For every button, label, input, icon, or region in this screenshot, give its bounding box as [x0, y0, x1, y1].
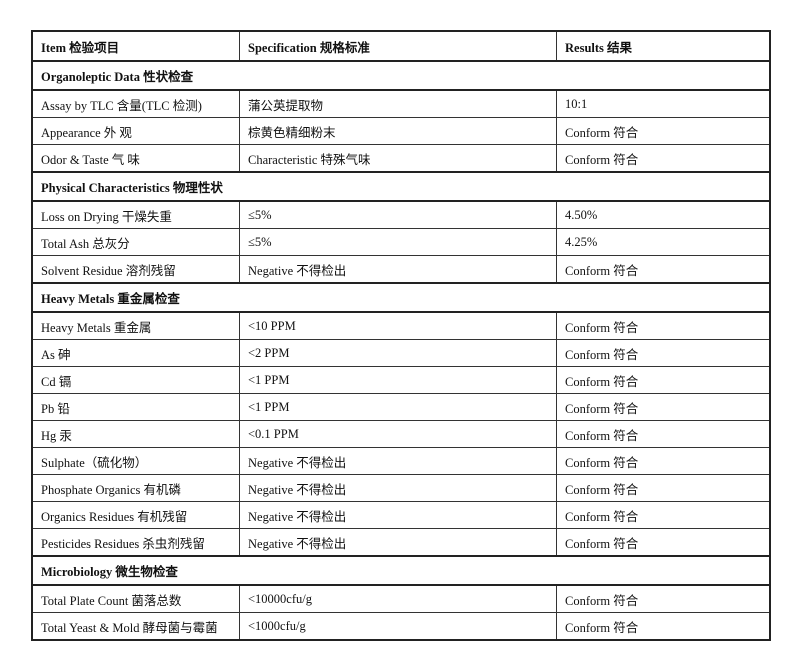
spec-cell: Negative 不得检出 — [239, 255, 557, 284]
result-cell: Conform 符合 — [556, 474, 771, 502]
spec-cell: <1 PPM — [239, 366, 557, 394]
result-cell: Conform 符合 — [556, 528, 771, 557]
header-item: Item 检验项目 — [31, 30, 240, 62]
table-row: Assay by TLC 含量(TLC 检测) 蒲公英提取物 10:1 — [31, 89, 771, 118]
spec-cell: Negative 不得检出 — [239, 474, 557, 502]
result-cell: 4.50% — [556, 200, 771, 229]
section-title: Organoleptic Data 性状检查 — [31, 60, 771, 91]
spec-cell: Negative 不得检出 — [239, 501, 557, 529]
item-cell: Organics Residues 有机残留 — [31, 501, 240, 529]
table-row: Organics Residues 有机残留 Negative 不得检出 Confo… — [31, 501, 771, 529]
table-row: Odor & Taste 气 味 Characteristic 特殊气味 Confo… — [31, 144, 771, 173]
item-cell: Pb 铅 — [31, 393, 240, 421]
item-cell: Hg 汞 — [31, 420, 240, 448]
spec-cell: <10 PPM — [239, 311, 557, 340]
section-header-row: Microbiology 微生物检查 — [31, 555, 771, 586]
item-cell: Total Ash 总灰分 — [31, 228, 240, 256]
header-results: Results 结果 — [556, 30, 771, 62]
item-cell: As 砷 — [31, 339, 240, 367]
result-cell: Conform 符合 — [556, 501, 771, 529]
table-row: Heavy Metals 重金属 <10 PPM Conform 符合 — [31, 311, 771, 340]
item-cell: Cd 镉 — [31, 366, 240, 394]
spec-cell: ≤5% — [239, 228, 557, 256]
result-cell: Conform 符合 — [556, 584, 771, 613]
header-specification: Specification 规格标准 — [239, 30, 557, 62]
item-cell: Odor & Taste 气 味 — [31, 144, 240, 173]
table-row: Solvent Residue 溶剂残留 Negative 不得检出 Conform… — [31, 255, 771, 284]
item-cell: Assay by TLC 含量(TLC 检测) — [31, 89, 240, 118]
result-cell: Conform 符合 — [556, 117, 771, 145]
item-cell: Sulphate（硫化物） — [31, 447, 240, 475]
table-row: Hg 汞 <0.1 PPM Conform 符合 — [31, 420, 771, 448]
result-cell: 4.25% — [556, 228, 771, 256]
table-row: Loss on Drying 干燥失重 ≤5% 4.50% — [31, 200, 771, 229]
result-cell: Conform 符合 — [556, 339, 771, 367]
item-cell: Loss on Drying 干燥失重 — [31, 200, 240, 229]
item-cell: Heavy Metals 重金属 — [31, 311, 240, 340]
spec-cell: Characteristic 特殊气味 — [239, 144, 557, 173]
table-row: Pb 铅 <1 PPM Conform 符合 — [31, 393, 771, 421]
table-row: Pesticides Residues 杀虫剂残留 Negative 不得检出 Co… — [31, 528, 771, 557]
table-row: As 砷 <2 PPM Conform 符合 — [31, 339, 771, 367]
section-header-row: Physical Characteristics 物理性状 — [31, 171, 771, 202]
table-row: Phosphate Organics 有机磷 Negative 不得检出 Confo… — [31, 474, 771, 502]
result-cell: Conform 符合 — [556, 393, 771, 421]
section-title: Microbiology 微生物检查 — [31, 555, 771, 586]
item-cell: Phosphate Organics 有机磷 — [31, 474, 240, 502]
result-cell: 10:1 — [556, 89, 771, 118]
spec-cell: Negative 不得检出 — [239, 447, 557, 475]
result-cell: Conform 符合 — [556, 366, 771, 394]
spec-cell: <1 PPM — [239, 393, 557, 421]
item-cell: Solvent Residue 溶剂残留 — [31, 255, 240, 284]
section-header-row: Organoleptic Data 性状检查 — [31, 60, 771, 91]
spec-cell: ≤5% — [239, 200, 557, 229]
table-row: Total Plate Count 菌落总数 <10000cfu/g Conform… — [31, 584, 771, 613]
item-cell: Total Plate Count 菌落总数 — [31, 584, 240, 613]
table-row: Total Yeast & Mold 酵母菌与霉菌 <1000cfu/g Confo… — [31, 612, 771, 641]
result-cell: Conform 符合 — [556, 144, 771, 173]
spec-cell: <0.1 PPM — [239, 420, 557, 448]
section-title: Physical Characteristics 物理性状 — [31, 171, 771, 202]
spec-cell: 棕黄色精细粉末 — [239, 117, 557, 145]
spec-cell: <10000cfu/g — [239, 584, 557, 613]
spec-cell: 蒲公英提取物 — [239, 89, 557, 118]
result-cell: Conform 符合 — [556, 447, 771, 475]
spec-cell: Negative 不得检出 — [239, 528, 557, 557]
item-cell: Total Yeast & Mold 酵母菌与霉菌 — [31, 612, 240, 641]
result-cell: Conform 符合 — [556, 612, 771, 641]
spec-cell: <2 PPM — [239, 339, 557, 367]
table-header-row: Item 检验项目 Specification 规格标准 Results 结果 — [31, 30, 771, 62]
section-header-row: Heavy Metals 重金属检查 — [31, 282, 771, 313]
section-title: Heavy Metals 重金属检查 — [31, 282, 771, 313]
result-cell: Conform 符合 — [556, 420, 771, 448]
result-cell: Conform 符合 — [556, 255, 771, 284]
table-row: Appearance 外 观棕黄色精细粉末 Conform 符合 — [31, 117, 771, 145]
table-row: Total Ash 总灰分 ≤5% 4.25% — [31, 228, 771, 256]
table-row: Sulphate（硫化物） Negative 不得检出 Conform 符合 — [31, 447, 771, 475]
result-cell: Conform 符合 — [556, 311, 771, 340]
table-row: Cd 镉 <1 PPM Conform 符合 — [31, 366, 771, 394]
item-cell: Pesticides Residues 杀虫剂残留 — [31, 528, 240, 557]
specification-table: Item 检验项目 Specification 规格标准 Results 结果 … — [31, 30, 771, 641]
spec-cell: <1000cfu/g — [239, 612, 557, 641]
item-cell: Appearance 外 观 — [31, 117, 240, 145]
